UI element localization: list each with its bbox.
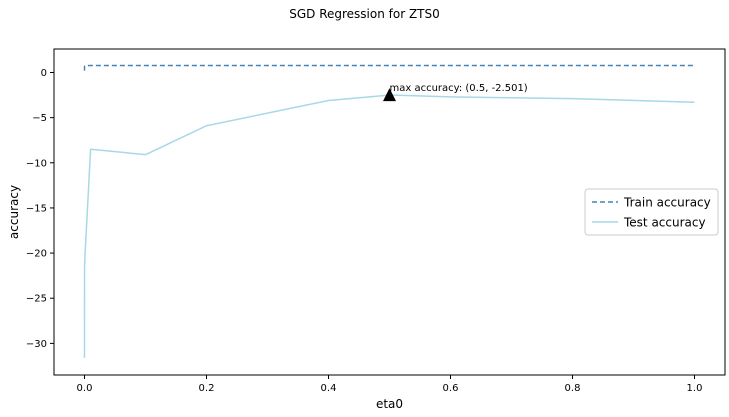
max-accuracy-marker (383, 88, 396, 102)
y-axis-label: accuracy (7, 185, 21, 239)
x-axis: 0.0 0.2 0.4 0.6 0.8 1.0 (77, 375, 703, 394)
test-accuracy-line (83, 94, 695, 358)
y-tick-label: −25 (26, 294, 47, 305)
annotation-layer: max accuracy: (0.5, -2.501) (383, 83, 528, 102)
legend-train-label: Train accuracy (623, 196, 711, 210)
max-accuracy-label: max accuracy: (0.5, -2.501) (390, 83, 528, 94)
x-axis-label: eta0 (376, 397, 403, 411)
x-tick-label: 0.0 (77, 383, 93, 394)
y-tick-label: −15 (26, 203, 47, 214)
legend-test-label: Test accuracy (623, 216, 706, 230)
y-tick-label: 0 (41, 68, 47, 79)
y-axis: 0 −5 −10 −15 −20 −25 −30 (26, 68, 54, 350)
legend: Train accuracy Test accuracy (584, 188, 719, 236)
x-tick-label: 0.6 (443, 383, 459, 394)
y-tick-label: −5 (32, 113, 47, 124)
plot-area (53, 48, 726, 376)
y-tick-label: −10 (26, 158, 47, 169)
legend-frame (584, 188, 719, 236)
x-tick-label: 0.4 (321, 383, 337, 394)
y-tick-label: −30 (26, 339, 47, 350)
plot-frame (53, 48, 726, 376)
x-tick-label: 0.2 (199, 383, 215, 394)
x-tick-label: 0.8 (565, 383, 581, 394)
y-tick-label: −20 (26, 249, 47, 260)
chart-title: SGD Regression for ZTS0 (289, 7, 440, 21)
train-accuracy-line (83, 64, 695, 71)
series-layer (83, 64, 695, 358)
x-tick-label: 1.0 (687, 383, 703, 394)
